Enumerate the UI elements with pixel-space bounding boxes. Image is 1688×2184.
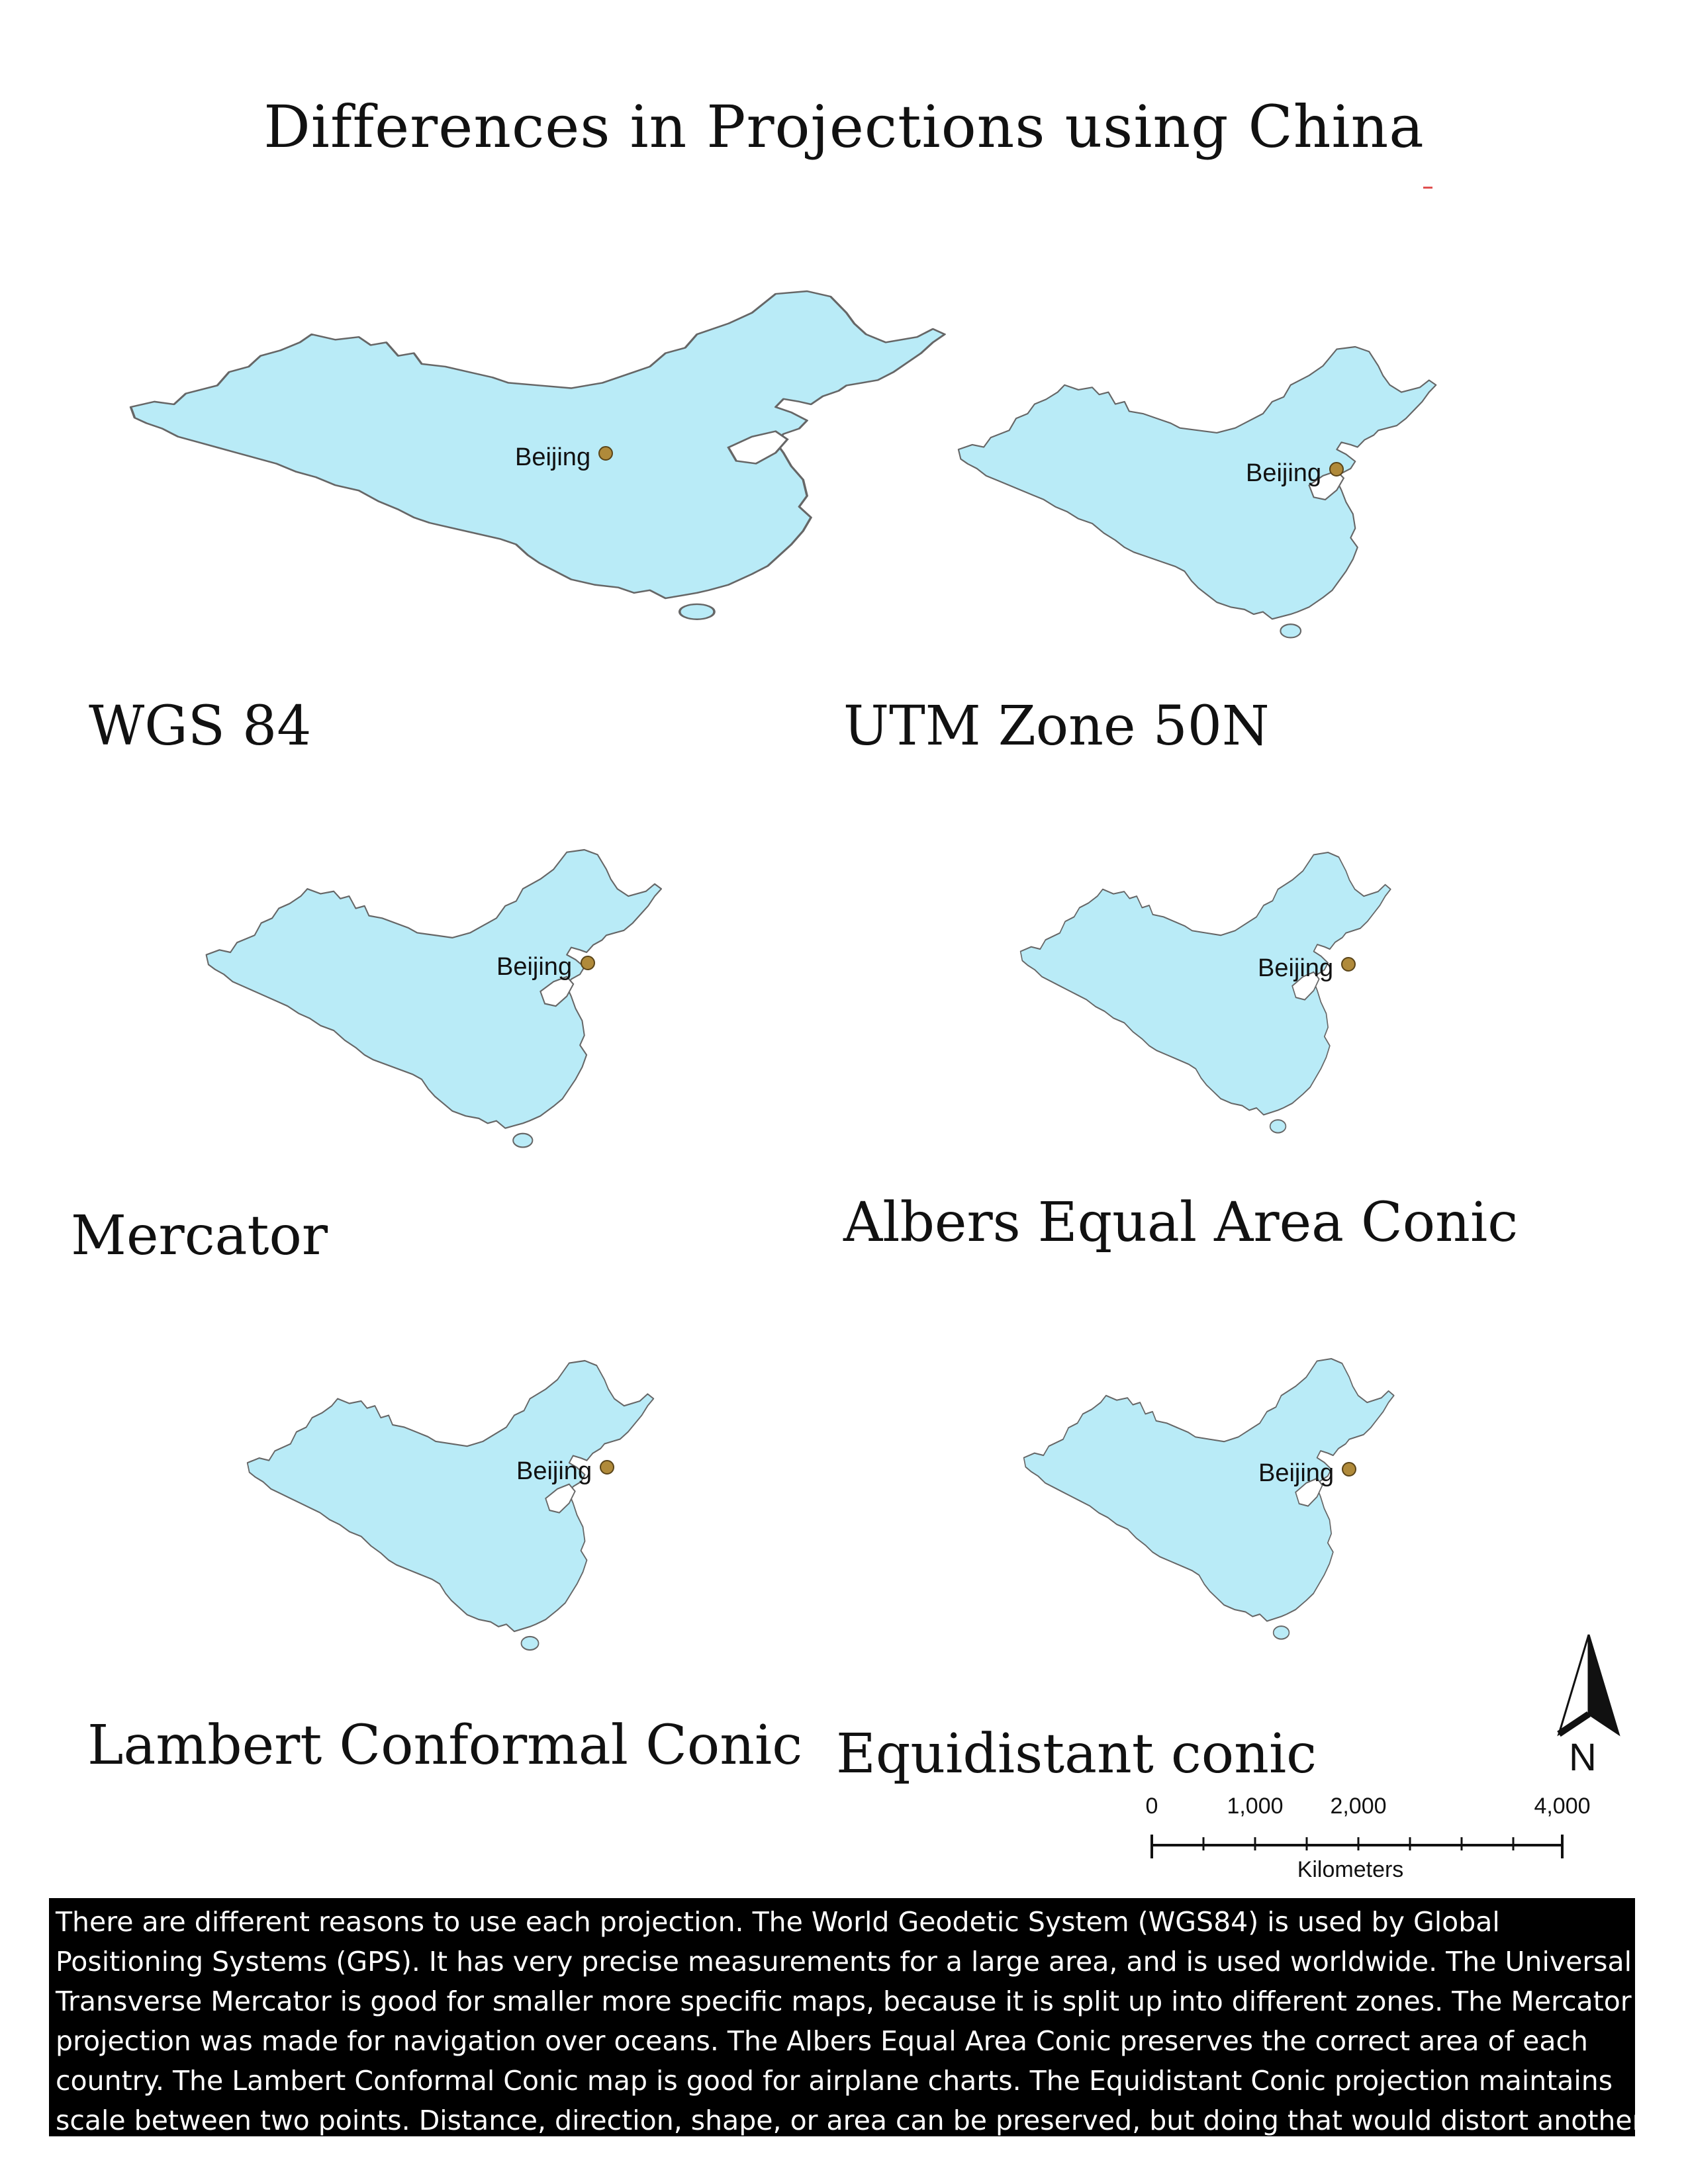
projection-label: Mercator [71,1205,328,1267]
beijing-label: Beijing [1246,459,1322,487]
scale-unit-label: Kilometers [1297,1857,1404,1882]
panel-equidistant: Beijing Equidistant conic [836,1300,1688,1817]
panel-albers: Beijing Albers Equal Area Conic [843,794,1688,1310]
scale-tick-label: 2,000 [1330,1794,1387,1819]
china-map-utm [957,345,1437,639]
beijing-marker [1329,462,1344,477]
beijing-label: Beijing [1258,954,1334,982]
projection-label: UTM Zone 50N [843,695,1270,758]
projection-label: WGS 84 [89,695,312,758]
panel-utm50n: Beijing UTM Zone 50N [843,298,1668,814]
panel-mercator: Beijing Mercator [71,807,917,1324]
beijing-label: Beijing [516,1457,592,1485]
china-map-equidistant [1023,1357,1395,1640]
description-line: Transverse Mercator is good for smaller … [56,1985,1632,2017]
panel-lambert: Beijing Lambert Conformal Conic [87,1310,960,1827]
scale-tick-label: 4,000 [1534,1794,1591,1819]
stray-mark [1423,187,1432,189]
beijing-label: Beijing [496,953,573,981]
beijing-marker [581,956,595,970]
china-map-mercator [205,848,663,1148]
beijing-marker [1341,957,1356,972]
description-line: scale between two points. Distance, dire… [56,2105,1650,2136]
description-line: There are different reasons to use each … [56,1906,1500,1938]
projection-label: Lambert Conformal Conic [87,1714,803,1777]
projection-label: Albers Equal Area Conic [843,1191,1519,1254]
beijing-marker [600,1460,614,1475]
north-arrow-icon [1557,1634,1620,1737]
scale-bar-graphic [1150,1835,1564,1858]
projection-label: Equidistant conic [836,1723,1317,1786]
description-line: projection was made for navigation over … [56,2025,1588,2057]
china-map-wgs84 [129,290,946,621]
north-letter: N [1569,1736,1597,1779]
china-map-albers [1019,851,1391,1134]
scale-tick-label: 0 [1145,1794,1158,1819]
scale-tick-label: 1,000 [1227,1794,1284,1819]
description-line: country. The Lambert Conformal Conic map… [56,2065,1613,2097]
beijing-marker [1342,1462,1356,1477]
beijing-label: Beijing [515,443,591,471]
description-box: There are different reasons to use each … [49,1898,1650,2136]
beijing-label: Beijing [1258,1459,1335,1487]
description-line: Positioning Systems (GPS). It has very p… [56,1946,1632,1978]
map-title: Differences in Projections using China [263,93,1425,161]
panel-wgs84: Beijing WGS 84 [89,285,946,801]
scale-bar: 0 1,000 2,000 4,000 Kilometers [1125,1794,1591,1893]
china-map-lambert [246,1359,655,1651]
beijing-marker [598,446,613,461]
